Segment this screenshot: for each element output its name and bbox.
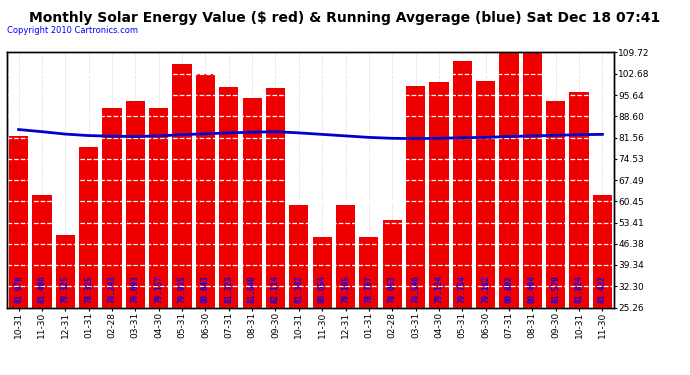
Bar (149, 108, 168, 307)
Bar (429, 81, 448, 308)
Bar (313, 237, 332, 308)
Bar (79, 147, 98, 308)
Text: 81.323: 81.323 (224, 275, 233, 303)
Bar (126, 101, 145, 308)
Bar (172, 64, 192, 308)
Bar (196, 74, 215, 308)
Text: Monthly Solar Energy Value ($ red) & Running Avgerage (blue) Sat Dec 18 07:41: Monthly Solar Energy Value ($ red) & Run… (30, 11, 660, 25)
Text: 80.654: 80.654 (317, 275, 326, 303)
Bar (336, 205, 355, 308)
Bar (289, 205, 308, 308)
Bar (569, 92, 589, 308)
Text: 81.978: 81.978 (14, 275, 23, 303)
Text: 81.486: 81.486 (37, 275, 46, 303)
Text: 82.114: 82.114 (271, 275, 280, 303)
Bar (9, 136, 28, 308)
Text: 78.243: 78.243 (108, 275, 117, 303)
Bar (56, 235, 75, 308)
Bar (500, 52, 519, 308)
Text: 80.404: 80.404 (528, 275, 537, 303)
Bar (243, 98, 262, 308)
Bar (383, 220, 402, 308)
Bar (546, 101, 565, 308)
Text: 81.640: 81.640 (248, 275, 257, 303)
Text: 79.124: 79.124 (435, 275, 444, 303)
Text: 81.579: 81.579 (551, 275, 560, 303)
Text: 79.182: 79.182 (481, 275, 490, 303)
Text: 78.325: 78.325 (84, 275, 93, 303)
Text: 81.824: 81.824 (575, 275, 584, 303)
Text: 80.802: 80.802 (504, 275, 513, 303)
Text: Copyright 2010 Cartronics.com: Copyright 2010 Cartronics.com (7, 26, 138, 35)
Bar (266, 88, 285, 308)
Text: 81.432: 81.432 (598, 275, 607, 303)
Text: 79.157: 79.157 (154, 275, 164, 303)
Text: 80.643: 80.643 (201, 275, 210, 303)
Bar (359, 237, 378, 308)
Text: 78.693: 78.693 (131, 275, 140, 303)
Text: 79.185: 79.185 (341, 275, 350, 303)
Bar (523, 54, 542, 307)
Bar (476, 81, 495, 308)
Text: 81.342: 81.342 (295, 275, 304, 303)
Text: 79.754: 79.754 (457, 275, 467, 303)
Bar (102, 108, 121, 307)
Bar (453, 62, 472, 308)
Text: 78.053: 78.053 (388, 275, 397, 303)
Bar (593, 195, 612, 308)
Text: 78.707: 78.707 (364, 275, 373, 303)
Text: 78.546: 78.546 (411, 275, 420, 303)
Text: 79.325: 79.325 (61, 275, 70, 303)
Text: 79.935: 79.935 (177, 275, 186, 303)
Bar (406, 86, 425, 308)
Bar (32, 195, 52, 308)
Bar (219, 87, 238, 308)
